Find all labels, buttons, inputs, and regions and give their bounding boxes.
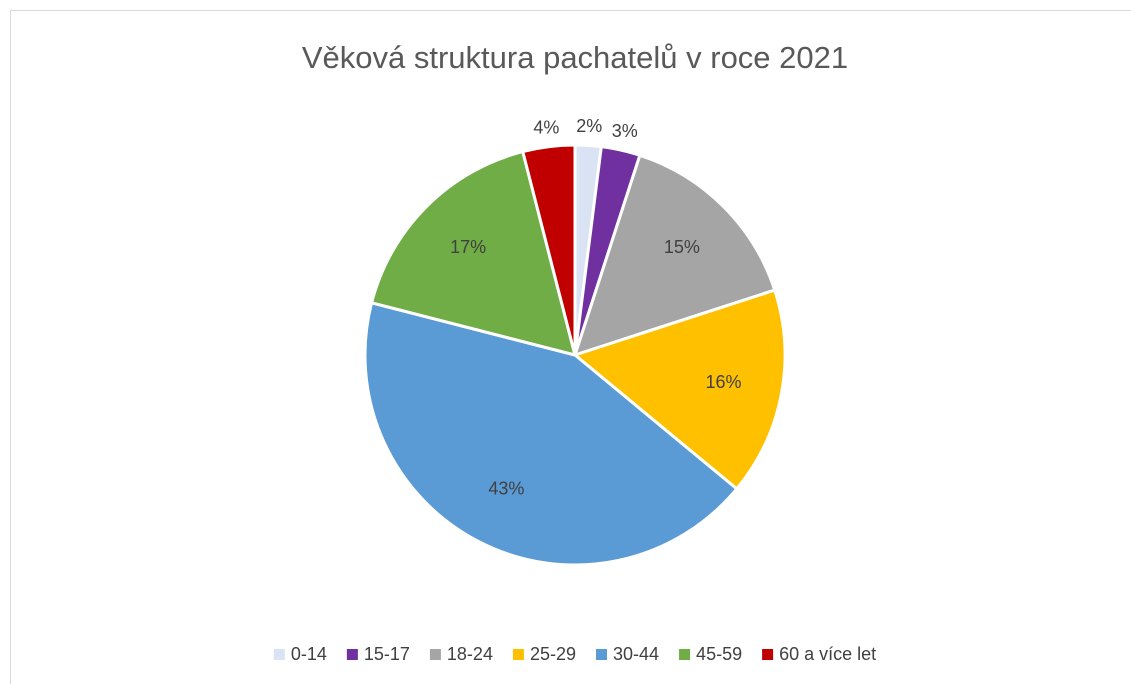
legend-label: 60 a více let xyxy=(779,644,876,664)
data-label: 43% xyxy=(488,478,524,498)
legend-swatch xyxy=(429,649,441,660)
chart-title: Věková struktura pachatelů v roce 2021 xyxy=(302,40,848,75)
data-label: 17% xyxy=(450,237,486,257)
pie-slice xyxy=(369,149,578,358)
legend-swatch xyxy=(273,649,285,660)
pie-slice xyxy=(520,143,577,356)
legend-swatch xyxy=(762,649,774,660)
legend-swatch xyxy=(679,649,691,660)
data-label: 15% xyxy=(664,237,700,257)
legend: 0-14 15-17 18-24 25-29 30-44 45-59 60 a více l… xyxy=(273,644,876,664)
legend-swatch xyxy=(346,649,358,660)
legend-label: 45-59 xyxy=(696,644,742,664)
pie-slice xyxy=(363,300,739,567)
legend-label: 15-17 xyxy=(364,644,410,664)
data-label: 3% xyxy=(612,121,638,141)
legend-swatch xyxy=(596,649,608,660)
pie-slice xyxy=(571,288,787,491)
legend-swatch xyxy=(512,649,524,660)
legend-label: 25-29 xyxy=(530,644,576,664)
data-label: 2% xyxy=(576,116,602,136)
legend-label: 30-44 xyxy=(613,644,659,664)
data-label: 4% xyxy=(533,118,559,138)
data-label: 16% xyxy=(706,372,742,392)
legend-label: 0-14 xyxy=(291,644,327,664)
legend-label: 18-24 xyxy=(447,644,493,664)
